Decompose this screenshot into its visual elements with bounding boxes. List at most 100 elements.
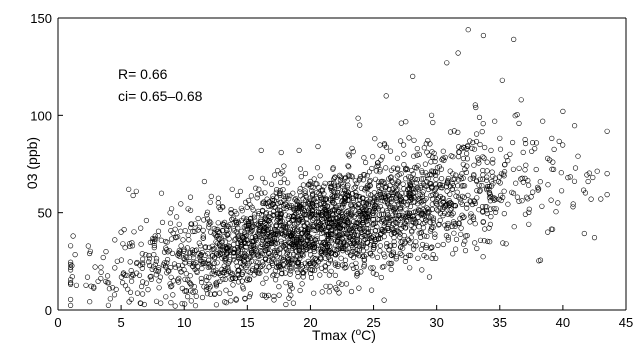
data-point <box>334 215 340 222</box>
data-point <box>398 204 404 210</box>
data-point <box>409 168 415 174</box>
data-point <box>178 269 184 275</box>
data-point <box>449 180 455 186</box>
data-point <box>430 219 437 225</box>
data-point <box>256 227 262 233</box>
data-point <box>473 138 480 145</box>
data-point <box>289 236 296 242</box>
data-point <box>433 169 439 175</box>
data-point <box>342 195 349 201</box>
data-point <box>263 275 269 281</box>
data-point <box>391 242 397 248</box>
data-point <box>451 128 457 134</box>
data-point <box>409 179 415 185</box>
data-point <box>272 268 279 274</box>
data-point <box>211 225 217 232</box>
data-point <box>317 173 323 179</box>
data-point <box>176 275 182 282</box>
data-point <box>319 289 325 295</box>
data-point <box>276 284 282 290</box>
data-point <box>333 229 339 235</box>
data-point <box>345 208 351 214</box>
data-point <box>310 217 316 223</box>
data-point <box>565 175 571 181</box>
data-point <box>311 244 317 250</box>
data-point <box>445 175 452 182</box>
data-point <box>244 204 250 210</box>
data-point <box>152 261 158 268</box>
data-point <box>484 210 490 217</box>
data-point <box>345 151 351 157</box>
data-point <box>335 263 341 270</box>
data-point <box>415 186 422 192</box>
data-point <box>368 265 374 271</box>
data-point <box>187 261 193 267</box>
data-point <box>146 256 153 262</box>
data-point <box>295 253 301 259</box>
data-point <box>394 220 400 226</box>
data-point <box>390 179 396 185</box>
data-point <box>318 212 325 218</box>
data-point <box>364 173 370 179</box>
data-point <box>67 281 74 288</box>
data-point <box>471 162 477 168</box>
data-point <box>363 185 369 191</box>
data-point <box>67 280 74 286</box>
data-point <box>400 245 406 251</box>
data-point <box>339 281 345 287</box>
data-point <box>275 168 281 174</box>
data-point <box>549 226 556 232</box>
data-point <box>103 249 109 255</box>
data-point <box>182 228 188 234</box>
data-point <box>399 202 405 208</box>
data-point <box>347 234 353 241</box>
data-point <box>199 265 205 272</box>
data-point <box>239 234 246 240</box>
data-point <box>440 155 446 161</box>
data-point <box>266 241 272 247</box>
data-point <box>260 280 266 286</box>
data-point <box>371 212 377 219</box>
data-point <box>553 209 559 215</box>
data-point <box>399 238 406 244</box>
data-point <box>337 174 343 180</box>
data-point <box>289 261 295 267</box>
data-point <box>243 199 249 205</box>
data-point <box>429 244 435 250</box>
data-point <box>258 244 264 250</box>
data-point <box>377 169 383 175</box>
data-point <box>254 195 260 201</box>
data-point <box>131 229 137 235</box>
data-point <box>149 266 155 273</box>
data-point <box>381 251 387 257</box>
data-point <box>215 252 221 258</box>
data-point <box>411 243 417 249</box>
data-point <box>604 171 610 177</box>
data-point <box>402 239 408 245</box>
data-point <box>279 218 285 224</box>
data-point <box>387 182 393 188</box>
data-point <box>193 247 199 253</box>
data-point <box>324 245 331 251</box>
data-point <box>415 201 421 207</box>
data-point <box>176 279 182 285</box>
data-point <box>323 196 329 202</box>
data-point <box>326 250 332 256</box>
data-point <box>180 255 186 261</box>
data-point <box>330 197 336 203</box>
data-point <box>477 237 484 243</box>
data-point <box>325 242 331 248</box>
data-point <box>241 239 248 245</box>
annotation-ci-value: ci= 0.65–0.68 <box>118 88 203 104</box>
data-point <box>362 228 368 234</box>
data-point <box>346 164 352 170</box>
data-point <box>152 236 159 242</box>
data-point <box>325 203 331 209</box>
data-point <box>178 201 184 207</box>
data-point <box>378 179 384 185</box>
data-point <box>407 194 413 200</box>
data-point <box>342 223 348 229</box>
data-point <box>556 138 562 144</box>
data-point <box>423 170 429 176</box>
data-point <box>342 198 348 204</box>
